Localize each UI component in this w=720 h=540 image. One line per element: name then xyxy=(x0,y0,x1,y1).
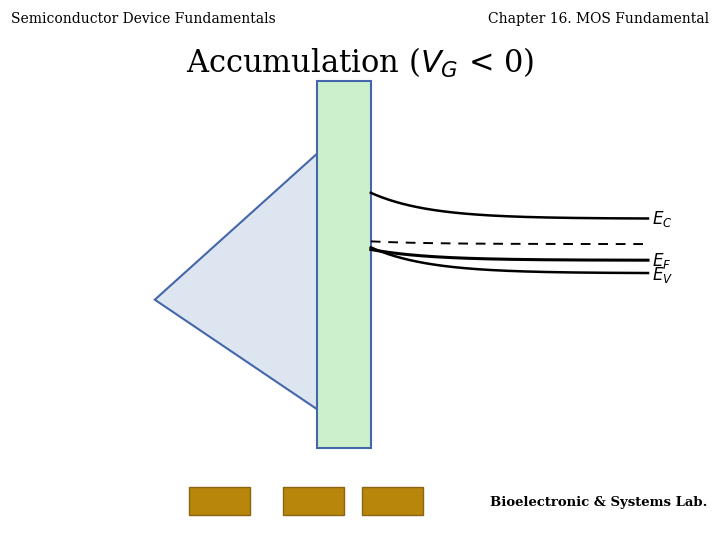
Polygon shape xyxy=(155,154,371,446)
Bar xyxy=(317,81,371,448)
Text: Chapter 16. MOS Fundamental: Chapter 16. MOS Fundamental xyxy=(488,12,709,26)
Text: Semiconductor Device Fundamentals: Semiconductor Device Fundamentals xyxy=(11,12,276,26)
Text: $E_C$: $E_C$ xyxy=(652,208,672,229)
Bar xyxy=(362,487,423,515)
Bar xyxy=(189,487,251,515)
Text: Insulator: Insulator xyxy=(284,495,343,508)
Text: Accumulation ($V_G$ < 0): Accumulation ($V_G$ < 0) xyxy=(186,46,534,80)
Text: Si: Si xyxy=(386,495,399,508)
Text: $E_F$: $E_F$ xyxy=(652,251,671,272)
Text: Bioelectronic & Systems Lab.: Bioelectronic & Systems Lab. xyxy=(490,496,707,509)
Text: Metal: Metal xyxy=(201,495,238,508)
Text: $E_V$: $E_V$ xyxy=(652,265,672,286)
Bar xyxy=(283,487,344,515)
